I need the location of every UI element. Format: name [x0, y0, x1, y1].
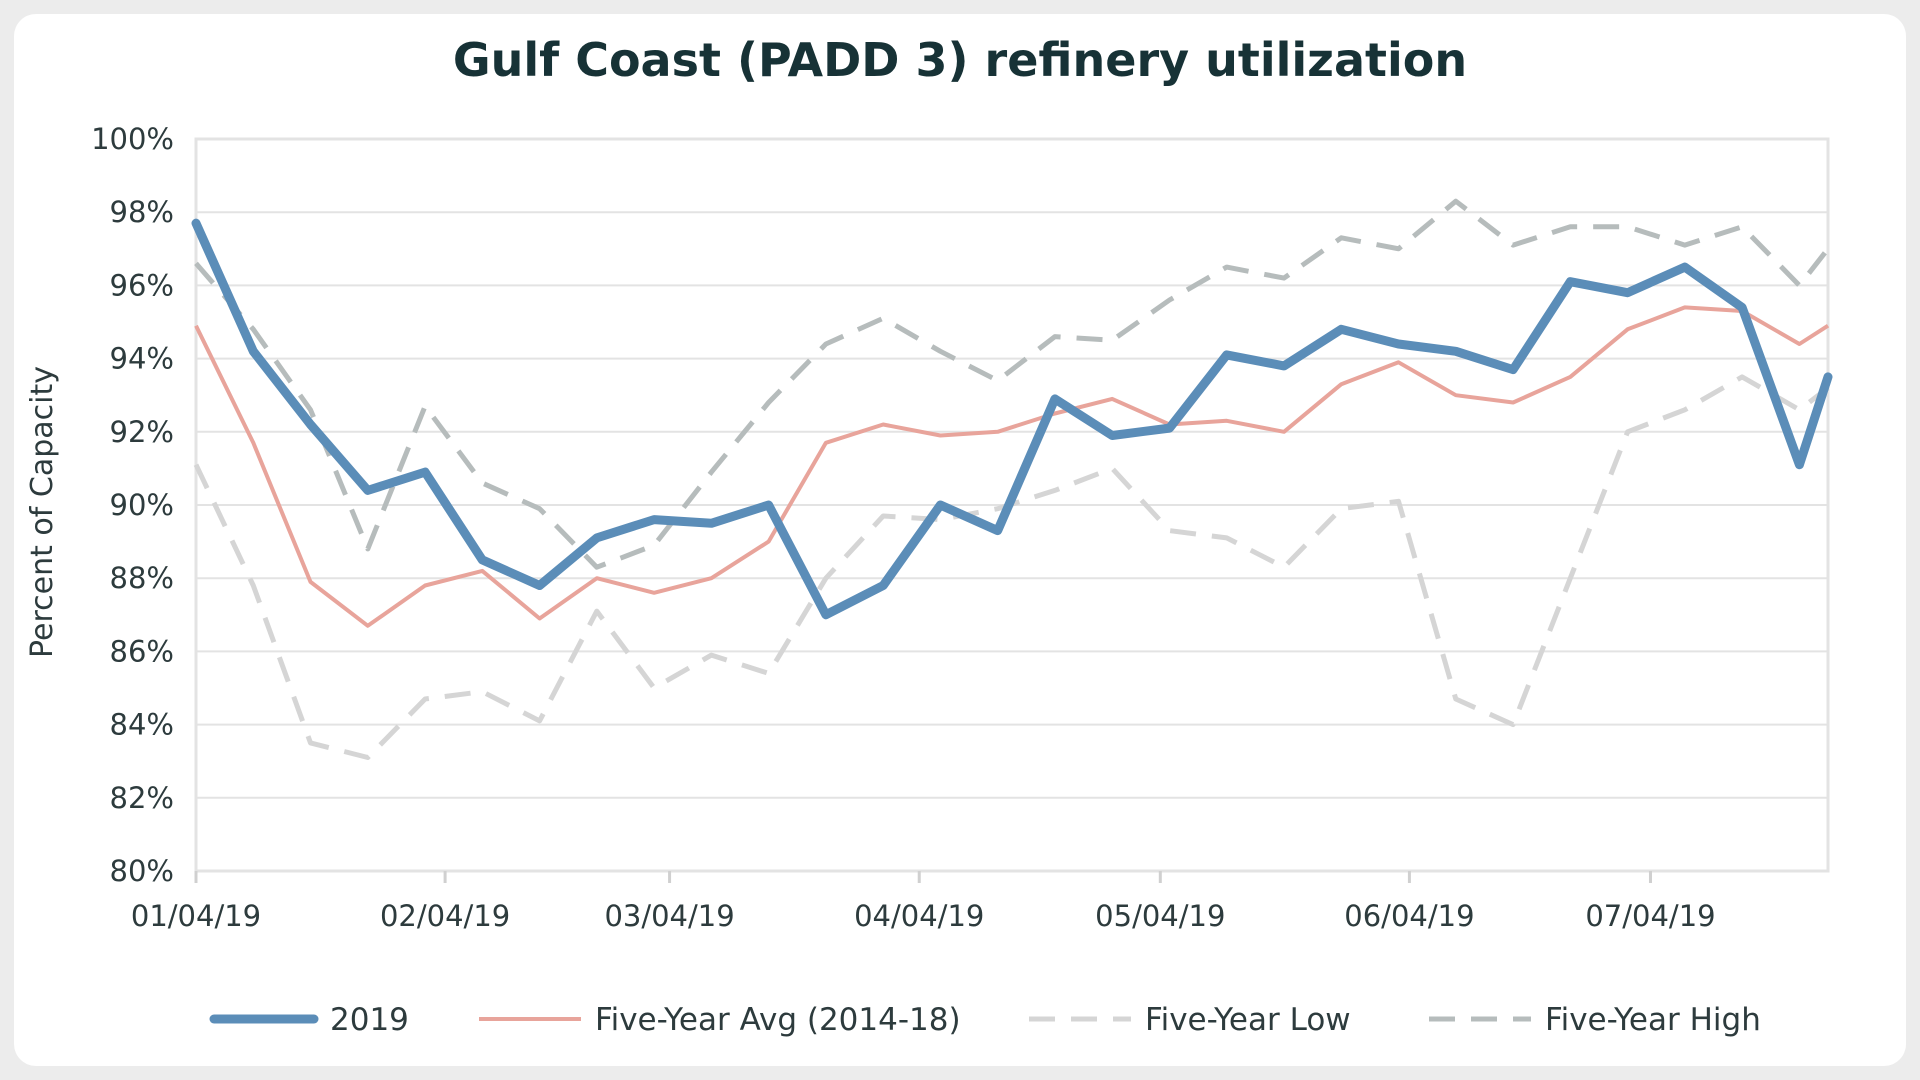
y-tick-label: 94%	[110, 342, 174, 376]
x-tick-label: 06/04/19	[1344, 899, 1474, 933]
x-tick-label: 03/04/19	[604, 899, 734, 933]
legend-label: Five-Year High	[1545, 1002, 1761, 1038]
x-tick-label: 04/04/19	[854, 899, 984, 933]
x-tick-label: 05/04/19	[1095, 899, 1225, 933]
series-line-3	[194, 198, 1830, 570]
y-tick-label: 80%	[110, 854, 174, 888]
series-line-0	[191, 218, 1833, 620]
x-tick-label: 01/04/19	[131, 899, 261, 933]
legend-label: Five-Year Low	[1145, 1002, 1351, 1038]
y-tick-label: 88%	[110, 561, 174, 595]
gridlines	[196, 211, 1828, 799]
y-tick-label: 90%	[110, 488, 174, 522]
x-tick-label: 02/04/19	[380, 899, 510, 933]
legend-label: 2019	[330, 1002, 409, 1038]
chart-title: Gulf Coast (PADD 3) refinery utilization	[453, 33, 1467, 87]
legend: 2019 Five-Year Avg (2014-18) Five-Year Low…	[209, 1002, 1761, 1038]
y-tick-label: 96%	[110, 268, 174, 302]
chart-card: Gulf Coast (PADD 3) refinery utilization…	[14, 14, 1906, 1066]
series-line-1	[194, 305, 1830, 628]
x-tick-label: 07/04/19	[1585, 899, 1715, 933]
y-tick-label: 92%	[110, 415, 174, 449]
y-tick-label: 86%	[110, 634, 174, 668]
y-tick-label: 100%	[91, 122, 174, 156]
legend-label: Five-Year Avg (2014-18)	[595, 1002, 961, 1038]
y-tick-label: 82%	[110, 781, 174, 815]
x-axis: 01/04/19 02/04/19 03/04/19 04/04/19 05/04/19…	[131, 871, 1716, 933]
y-tick-label: 84%	[110, 708, 174, 742]
series-lines	[191, 198, 1833, 760]
y-tick-labels: 80% 82% 84% 86% 88% 90% 92% 94% 96% 98% 100%	[91, 122, 174, 888]
y-axis-label: Percent of Capacity	[25, 366, 60, 658]
series-line-2	[193, 374, 1830, 760]
y-tick-label: 98%	[110, 195, 174, 229]
line-chart: Gulf Coast (PADD 3) refinery utilization…	[25, 33, 1833, 1038]
